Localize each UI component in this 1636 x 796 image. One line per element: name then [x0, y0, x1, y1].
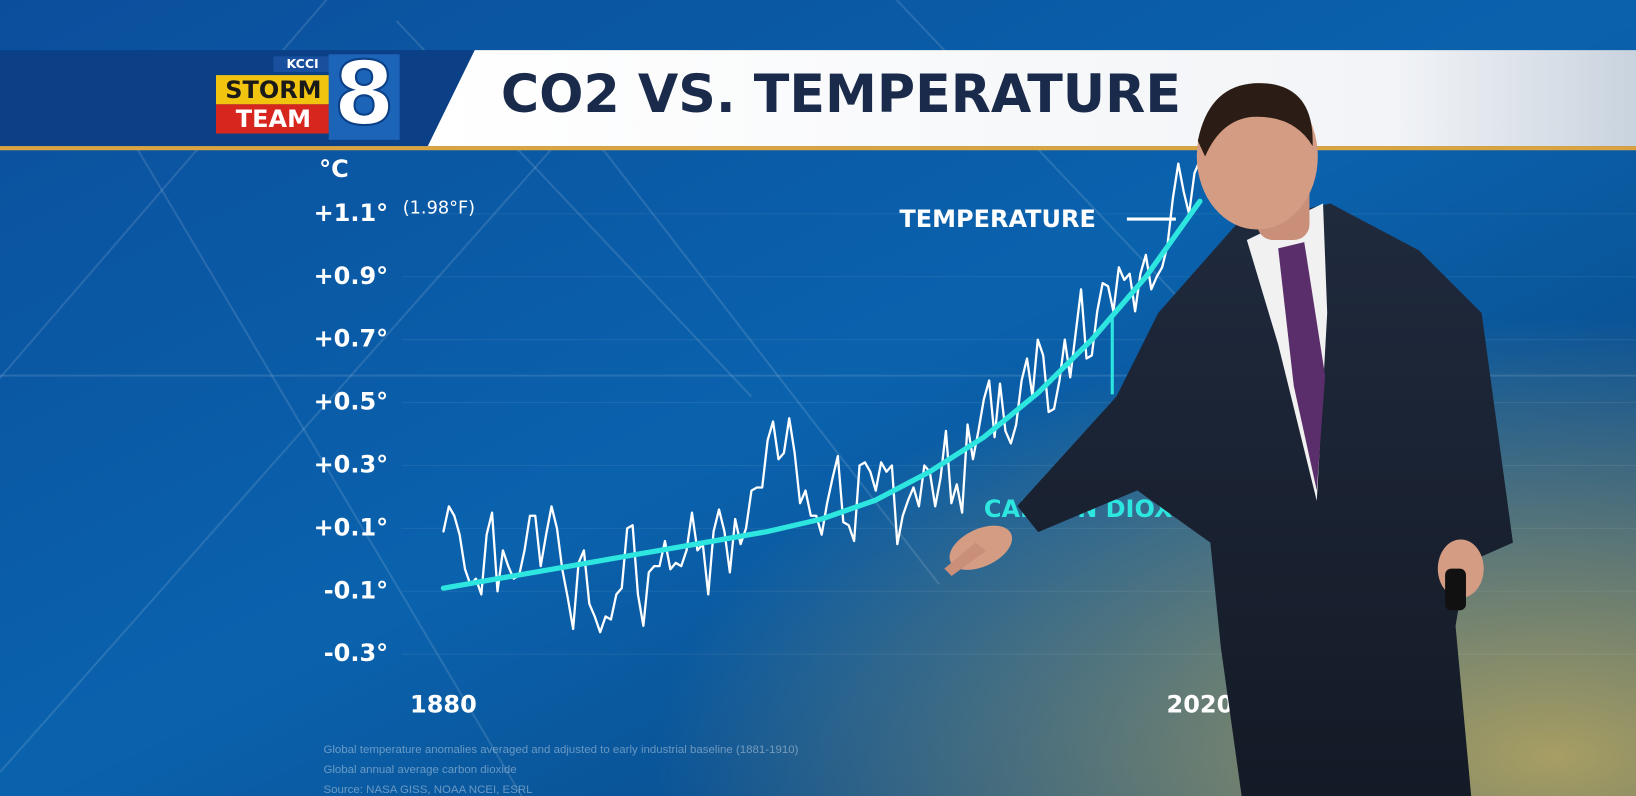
x-axis: 1880 2020 — [410, 690, 1233, 718]
header-rule — [0, 146, 1636, 151]
logo-storm-box — [215, 75, 331, 105]
y-tick-label: -0.1° — [324, 576, 388, 604]
co2-line — [440, 198, 1203, 591]
temperature-line — [442, 159, 1202, 634]
logo-line1: STORM — [225, 76, 321, 104]
y-tick-label: +1.1° — [314, 199, 389, 227]
footnote: Source: NASA GISS, NOAA NCEI, ESRL — [323, 784, 532, 796]
y-tick-label: +0.9° — [314, 262, 389, 290]
footnote: Global annual average carbon dioxide — [323, 764, 516, 776]
annotation: (1.98°F) — [403, 199, 475, 219]
x-tick-label: 1880 — [410, 690, 477, 718]
footnote: Global temperature anomalies averaged an… — [323, 744, 798, 756]
logo-station-box — [273, 56, 332, 72]
x-tick-label: 2020 — [1167, 690, 1234, 718]
logo-station: KCCI — [287, 56, 319, 71]
logo-team-box — [215, 104, 331, 134]
y-tick-label: +0.1° — [314, 513, 389, 541]
logo-number: 8 — [334, 43, 395, 145]
y-tick-label: +0.7° — [314, 325, 389, 353]
y-tick-label: +0.5° — [314, 388, 389, 416]
presenter — [944, 83, 1513, 796]
legend-temperature: TEMPERATURE — [899, 205, 1095, 233]
y-axis-label: °C — [319, 155, 349, 183]
chart-title: CO2 VS. TEMPERATURE — [501, 65, 1181, 125]
header-banner — [427, 50, 1636, 147]
y-tick-label: -0.3° — [324, 639, 388, 667]
y-tick-label: +0.3° — [314, 450, 389, 478]
logo-number-box — [328, 54, 400, 140]
logo-line2: TEAM — [236, 105, 311, 133]
